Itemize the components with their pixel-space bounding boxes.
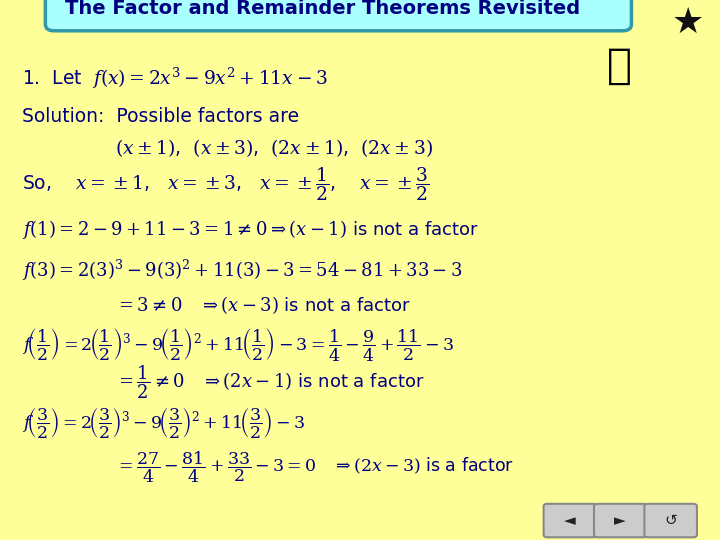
Text: 📖: 📖	[607, 45, 631, 87]
Text: ↺: ↺	[665, 513, 677, 528]
Text: $f\!\left(\dfrac{1}{2}\right) = 2\!\left(\dfrac{1}{2}\right)^3 - 9\!\left(\dfrac: $f\!\left(\dfrac{1}{2}\right) = 2\!\left…	[22, 326, 454, 363]
Text: $f(3) = 2(3)^3 - 9(3)^2 + 11(3) - 3  = 54 - 81 + 33 - 3$: $f(3) = 2(3)^3 - 9(3)^2 + 11(3) - 3 = 54…	[22, 258, 462, 282]
Text: $f(1) = 2 - 9 + 11 - 3  = 1 \neq 0 \Rightarrow (x-1)$ is not a factor: $f(1) = 2 - 9 + 11 - 3 = 1 \neq 0 \Right…	[22, 218, 479, 241]
Text: 1.  Let  $f(x) = 2x^3 - 9x^2 + 11x - 3$: 1. Let $f(x) = 2x^3 - 9x^2 + 11x - 3$	[22, 66, 328, 91]
Text: ►: ►	[614, 513, 626, 528]
Text: Solution:  Possible factors are: Solution: Possible factors are	[22, 106, 299, 126]
Text: ◄: ◄	[564, 513, 576, 528]
Text: $= \dfrac{27}{4} - \dfrac{81}{4} + \dfrac{33}{2} - 3 = 0 \quad \Rightarrow (2x-3: $= \dfrac{27}{4} - \dfrac{81}{4} + \dfra…	[115, 449, 514, 485]
Text: The Factor and Remainder Theorems Revisited: The Factor and Remainder Theorems Revisi…	[65, 0, 580, 18]
Text: So,    $x = \pm 1$,   $x = \pm 3$,   $x = \pm \dfrac{1}{2}$,    $x = \pm \dfrac{: So, $x = \pm 1$, $x = \pm 3$, $x = \pm \…	[22, 165, 429, 202]
FancyBboxPatch shape	[45, 0, 631, 31]
Text: $f\!\left(\dfrac{3}{2}\right) = 2\!\left(\dfrac{3}{2}\right)^3 - 9\!\left(\dfrac: $f\!\left(\dfrac{3}{2}\right) = 2\!\left…	[22, 405, 305, 440]
Text: $= \dfrac{1}{2} \neq 0 \quad \Rightarrow (2x-1)$ is not a factor: $= \dfrac{1}{2} \neq 0 \quad \Rightarrow…	[115, 363, 425, 401]
FancyBboxPatch shape	[644, 504, 697, 537]
Text: $(x \pm 1)$,  $(x \pm 3)$,  $(2x \pm 1)$,  $(2x \pm 3)$: $(x \pm 1)$, $(x \pm 3)$, $(2x \pm 1)$, …	[115, 138, 433, 159]
FancyBboxPatch shape	[594, 504, 647, 537]
Text: ★: ★	[672, 6, 703, 39]
Text: $= 3 \neq 0 \quad \Rightarrow (x-3)$ is not a factor: $= 3 \neq 0 \quad \Rightarrow (x-3)$ is …	[115, 294, 411, 316]
FancyBboxPatch shape	[547, 35, 691, 108]
FancyBboxPatch shape	[544, 504, 596, 537]
